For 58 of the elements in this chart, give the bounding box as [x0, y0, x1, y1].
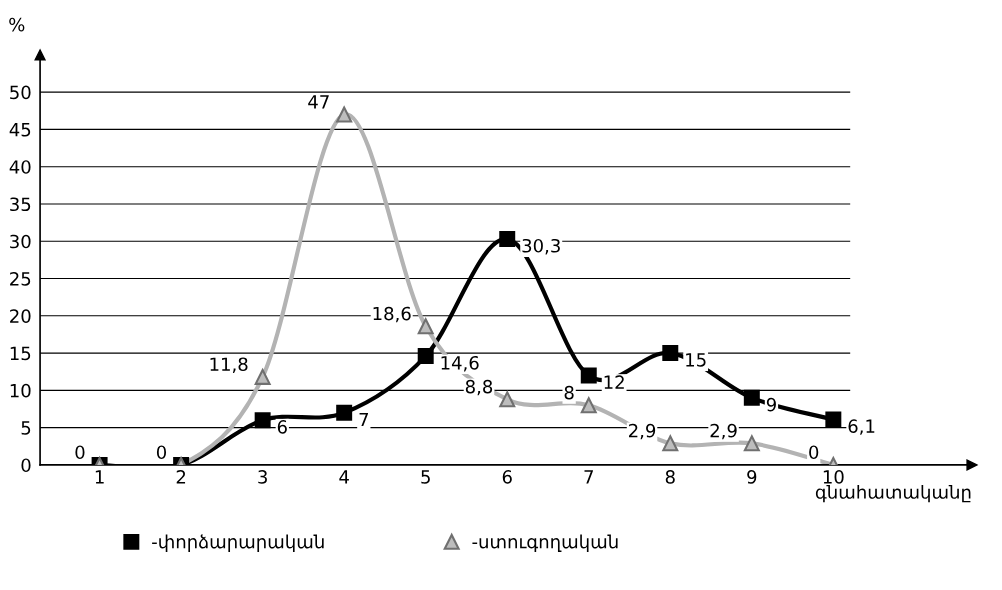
y-tick-label: 15 [10, 346, 31, 361]
data-label: 6 [277, 420, 287, 434]
data-label: 7 [359, 412, 369, 427]
point [743, 435, 760, 452]
data-label: 18,6 [373, 306, 411, 323]
data-label: 11,8 [210, 357, 248, 373]
x-tick-label: 8 [665, 470, 675, 484]
data-label: 0 [75, 445, 85, 460]
point [336, 106, 353, 123]
point [417, 318, 434, 335]
x-tick-label: 3 [258, 470, 267, 484]
legend-label: -ստուգողական [472, 534, 618, 552]
point [254, 368, 271, 385]
y-tick-label: 45 [9, 123, 31, 137]
point [743, 389, 760, 406]
point [825, 411, 842, 428]
data-label: 0 [156, 445, 167, 460]
point [662, 435, 679, 452]
point [662, 345, 679, 362]
y-tick-label: 20 [10, 309, 31, 323]
x-axis-title: գնահատականը [815, 484, 971, 503]
x-tick-label: 4 [339, 470, 349, 484]
x-tick-label: 5 [421, 470, 430, 484]
y-tick-label: 5 [21, 421, 31, 435]
legend-label: -փորձարարական [152, 534, 324, 552]
x-tick-label: 7 [584, 470, 593, 484]
y-tick-label: 25 [10, 271, 31, 286]
data-label: 8,8 [465, 379, 493, 396]
data-label: 14,6 [441, 355, 479, 372]
x-tick-label: 10 [823, 470, 844, 484]
point [336, 404, 353, 421]
x-tick-label: 6 [502, 470, 512, 484]
y-tick-label: 35 [10, 197, 31, 212]
point [580, 367, 597, 384]
data-label: 47 [308, 95, 329, 109]
y-tick-label: 40 [9, 160, 31, 174]
y-tick-label: 50 [10, 85, 31, 100]
data-label: 8 [564, 385, 574, 400]
data-label: 2,9 [710, 423, 737, 440]
y-tick-label: 30 [10, 234, 31, 249]
point [499, 391, 516, 408]
point [499, 231, 516, 247]
data-label: 2,9 [629, 423, 656, 440]
data-label: 9 [766, 397, 776, 412]
data-label: 0 [809, 445, 819, 460]
point [254, 412, 271, 429]
y-tick-label: 0 [21, 458, 31, 473]
point [417, 348, 434, 365]
x-tick-label: 2 [176, 470, 186, 484]
point [580, 397, 597, 414]
data-label: 6,1 [848, 419, 875, 435]
x-tick-label: 1 [95, 470, 104, 484]
data-label: 15 [686, 353, 706, 367]
y-tick-label: 10 [10, 383, 31, 398]
x-tick-label: 9 [747, 470, 757, 484]
data-label: 12 [604, 375, 624, 389]
data-label: 30,3 [522, 238, 560, 255]
y-axis-title: % [9, 17, 25, 32]
